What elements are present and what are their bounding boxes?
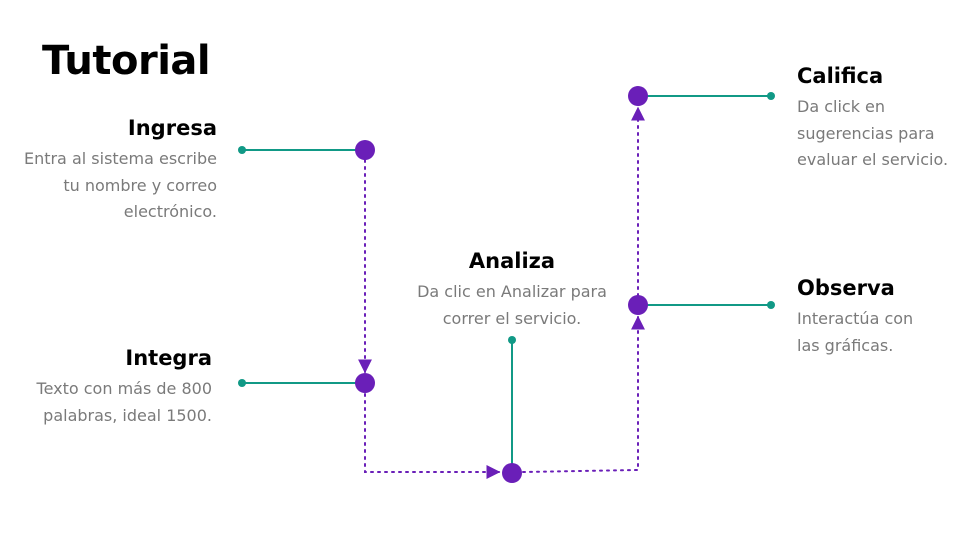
observa-desc-line2: las gráficas.	[797, 335, 894, 355]
califica-desc-line1: Da click en	[797, 97, 886, 116]
flow-connector-integra-analiza	[364, 393, 501, 479]
step-observa: Observa Interactúa con las gráficas.	[797, 276, 957, 359]
step-description-ingresa: Entra al sistema escribe tu nombre y cor…	[0, 146, 217, 226]
step-description-integra: Texto con más de 800 palabras, ideal 150…	[0, 376, 212, 429]
observa-desc-line1: Interactúa con	[797, 309, 914, 328]
observa-teal-dot	[767, 301, 775, 309]
analiza-desc-line2: correr el servicio.	[442, 308, 582, 328]
observa-node	[628, 295, 648, 315]
califica-desc-line2: sugerencias para	[797, 123, 935, 143]
ingresa-teal-dot	[238, 146, 246, 154]
step-description-observa: Interactúa con las gráficas.	[797, 306, 957, 359]
integra-desc-line2: palabras, ideal 1500.	[43, 405, 212, 425]
flow-connector-analiza-observa	[522, 315, 645, 473]
step-ingresa: Ingresa Entra al sistema escribe tu nomb…	[0, 116, 217, 226]
califica-teal-dot	[767, 92, 775, 100]
step-heading-observa: Observa	[797, 276, 895, 300]
analiza-node	[502, 463, 522, 483]
integra-node	[355, 373, 375, 393]
step-heading-integra: Integra	[125, 346, 212, 370]
ingresa-desc-line3: electrónico.	[123, 202, 217, 221]
step-califica: Califica Da click en sugerencias para ev…	[797, 64, 957, 174]
step-heading-ingresa: Ingresa	[127, 116, 217, 140]
step-analiza: Analiza Da clic en Analizar para correr …	[402, 249, 622, 332]
step-heading-analiza: Analiza	[468, 249, 556, 273]
integra-desc-line1: Texto con más de 800	[36, 379, 212, 398]
step-heading-califica: Califica	[797, 64, 884, 88]
step-integra: Integra Texto con más de 800 palabras, i…	[0, 346, 212, 429]
analiza-desc-line1: Da clic en Analizar para	[417, 282, 607, 301]
califica-desc-line3: evaluar el servicio.	[797, 150, 949, 169]
page-title: Tutorial	[42, 38, 211, 84]
step-description-califica: Da click en sugerencias para evaluar el …	[797, 94, 957, 174]
ingresa-desc-line1: Entra al sistema escribe	[23, 149, 217, 168]
ingresa-desc-line2: tu nombre y correo	[63, 175, 217, 195]
integra-teal-dot	[238, 379, 246, 387]
analiza-teal-dot	[508, 336, 516, 344]
califica-node	[628, 86, 648, 106]
ingresa-node	[355, 140, 375, 160]
step-description-analiza: Da clic en Analizar para correr el servi…	[402, 279, 622, 332]
